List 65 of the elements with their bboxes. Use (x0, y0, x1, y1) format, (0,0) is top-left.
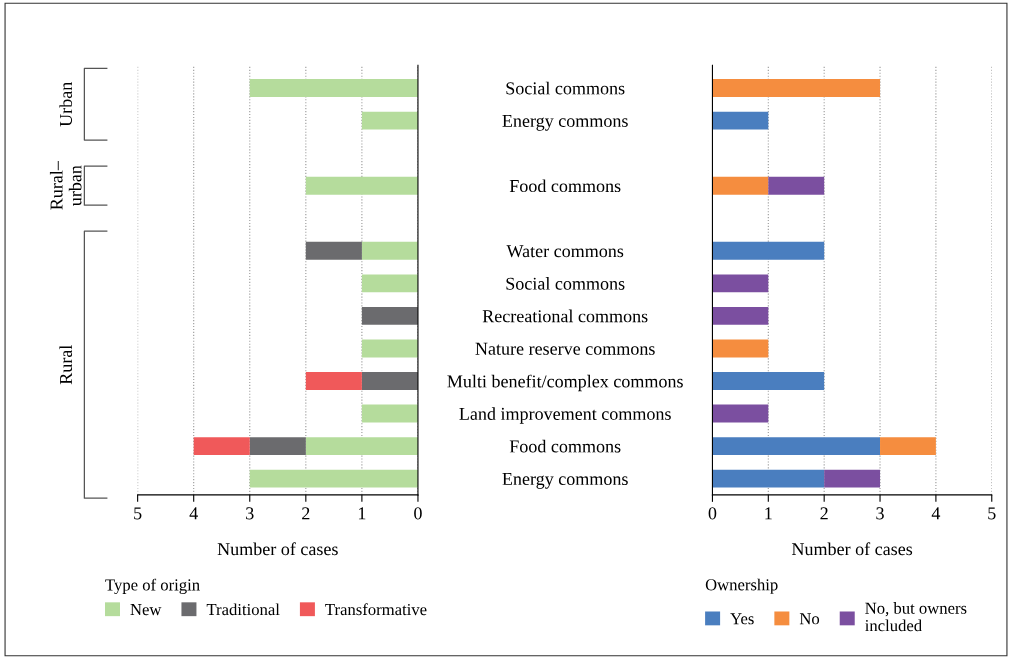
bar (712, 241, 825, 260)
y-tick-label: Food commons (509, 439, 621, 453)
x-tick-label: 3 (246, 507, 254, 520)
bar (712, 111, 769, 130)
y-tick-label: Social commons (506, 81, 625, 95)
bar (712, 274, 769, 293)
legend-label: Transformative (325, 603, 427, 616)
bar (249, 469, 418, 488)
y-tick-label: Energy commons (502, 473, 628, 489)
text: Urban (59, 82, 73, 127)
bar (712, 469, 825, 488)
x-tick-label: 2 (302, 507, 310, 520)
y-tick-label: Energy commons (502, 114, 628, 131)
legend-label: New (130, 604, 162, 616)
bar (305, 241, 362, 260)
bar (361, 404, 418, 423)
bar (361, 339, 418, 358)
bar (712, 176, 769, 195)
x-tick-label: 4 (189, 507, 198, 520)
x-tick-label: 5 (134, 507, 142, 520)
bar (712, 79, 881, 97)
x-tick-label: 1 (765, 507, 772, 520)
y-tick-label: Recreational commons (482, 309, 648, 323)
bar (361, 111, 418, 130)
bar (712, 372, 825, 390)
legend-label: No, but owners included (865, 602, 967, 632)
bar (361, 241, 418, 260)
y-tick-label: Social commons (506, 277, 625, 290)
x-axis-title: Number of cases (217, 542, 338, 556)
bar (712, 404, 769, 423)
bar (249, 437, 306, 456)
bar (305, 372, 362, 390)
x-tick-label: 3 (876, 507, 884, 520)
x-tick-label: 2 (820, 507, 828, 520)
legend-label: Yes (730, 613, 754, 625)
x-tick-label: 0 (708, 507, 717, 520)
bar (305, 437, 418, 456)
bar (712, 437, 881, 456)
x-tick-label: 5 (988, 507, 996, 520)
legend-title: Type of origin (105, 578, 200, 594)
legend-label: No (799, 613, 820, 625)
bar (824, 469, 881, 488)
y-tick-label: Food commons (509, 179, 621, 193)
bar (193, 437, 250, 456)
bar (880, 437, 936, 456)
legend-label: Traditional (206, 603, 280, 616)
x-tick-label: 1 (358, 507, 366, 520)
y-tick-label: Nature reserve commons (475, 342, 655, 355)
y-tick-label: Land improvement commons (459, 407, 671, 424)
text: Rural (59, 345, 73, 385)
bar (712, 339, 769, 358)
bar (361, 306, 418, 325)
x-tick-label: 0 (414, 507, 422, 520)
text: Rural– urban (49, 160, 82, 210)
x-axis-title: Number of cases (791, 542, 913, 556)
x-tick-label: 4 (931, 507, 941, 520)
bar (249, 79, 418, 97)
legend-title: Ownership (705, 578, 778, 594)
y-tick-label: Water commons (506, 245, 624, 258)
bar (361, 372, 418, 390)
y-tick-label: Multi benefit/complex commons (447, 374, 683, 392)
bar (361, 274, 418, 293)
bar (712, 306, 769, 325)
bar (768, 176, 825, 195)
bar (305, 176, 418, 195)
